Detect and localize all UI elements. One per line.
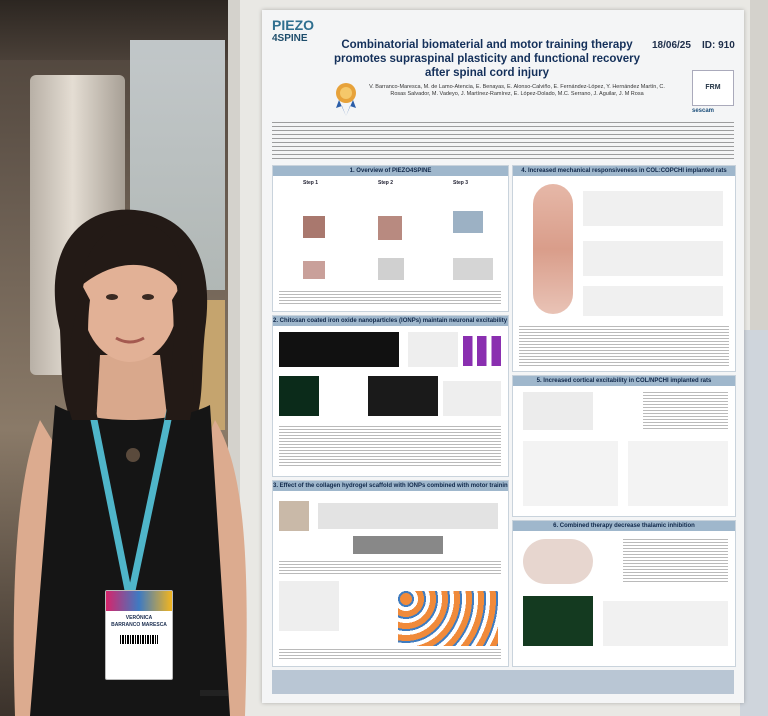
badge-name: VERÓNICA BARRANCO MARESCA — [108, 615, 170, 629]
poster-authors: V. Barranco-Maresca, M. de Lamo-Atencia,… — [369, 84, 665, 97]
section-hydrogel-training: 3. Effect of the collagen hydrogel scaff… — [272, 480, 509, 667]
poster-footer — [272, 670, 734, 694]
inhibition-bar-charts — [603, 601, 728, 646]
frm-logo: FRM — [692, 70, 734, 106]
recording-diagram — [523, 392, 593, 430]
rat-photo — [279, 501, 309, 531]
section-heading: 2. Chitosan coated iron oxide nanopartic… — [273, 316, 508, 326]
adjacent-poster-edge — [740, 330, 768, 716]
barcode-icon — [120, 635, 158, 644]
name-badge: VERÓNICA BARRANCO MARESCA — [105, 590, 173, 680]
abstract-text — [272, 122, 734, 160]
network-image — [279, 376, 319, 416]
scaffold-image — [378, 216, 402, 240]
response-plots — [583, 286, 723, 316]
bar-chart-figure — [463, 336, 501, 366]
poster-logo: PIEZO 4SPINE — [272, 18, 314, 46]
scientific-poster: PIEZO 4SPINE 18/06/25 ID: 910 Combinator… — [262, 10, 744, 703]
figure-caption — [279, 649, 501, 661]
section-heading: 3. Effect of the collagen hydrogel scaff… — [273, 481, 508, 491]
badge-header-graphic — [106, 591, 172, 611]
hydrogel-image — [303, 216, 325, 238]
section-mechanical-responsiveness: 4. Increased mechanical responsiveness i… — [512, 165, 736, 372]
step-label: Step 2 — [378, 180, 394, 186]
trace-plot — [408, 332, 458, 367]
rat-drawing — [378, 258, 404, 280]
section-heading: 5. Increased cortical excitability in CO… — [513, 376, 735, 386]
step-label: Step 3 — [453, 180, 469, 186]
implant-image — [453, 211, 483, 233]
training-photos — [353, 536, 443, 554]
section-cortical-excitability: 5. Increased cortical excitability in CO… — [512, 375, 736, 517]
logo-subtext: 4SPINE — [272, 33, 308, 44]
timeline-diagram — [318, 503, 498, 529]
brain-fluorescence-image — [523, 596, 593, 646]
section-nanoparticles: 2. Chitosan coated iron oxide nanopartic… — [272, 315, 509, 477]
award-medal-icon — [336, 83, 356, 116]
spinal-cord-diagram — [533, 184, 573, 314]
badge-last-name: BARRANCO MARESCA — [111, 622, 167, 628]
figure-caption — [623, 539, 728, 584]
section-heading: 1. Overview of PIEZO4SPINE — [273, 166, 508, 176]
nanoparticle-image — [303, 261, 325, 279]
sescam-logo: sescam — [692, 108, 715, 114]
response-plots — [583, 191, 723, 226]
badge-first-name: VERÓNICA — [125, 615, 153, 621]
poster-date: 18/06/25 — [652, 40, 691, 51]
section-heading: 4. Increased mechanical responsiveness i… — [513, 166, 735, 176]
poster-id: ID: 910 — [702, 40, 735, 51]
microscopy-images — [279, 332, 399, 367]
sep-plot — [523, 441, 618, 506]
figure-caption — [279, 291, 501, 305]
figure-caption — [279, 426, 501, 466]
step-label: Step 1 — [303, 180, 319, 186]
figure-caption — [643, 392, 728, 430]
behavior-plot — [279, 581, 339, 631]
section-heading: 6. Combined therapy decrease thalamic in… — [513, 521, 735, 531]
logo-text: PIEZO — [272, 17, 315, 33]
brain-section-diagram — [523, 539, 593, 584]
fluorescence-images — [368, 376, 438, 416]
section-overview: 1. Overview of PIEZO4SPINE Step 1 Step 2… — [272, 165, 509, 312]
figure-caption — [519, 326, 729, 366]
sep-plot — [628, 441, 728, 506]
section-thalamic-inhibition: 6. Combined therapy decrease thalamic in… — [512, 520, 736, 667]
treatment-drawing — [453, 258, 493, 280]
connectivity-plot — [443, 381, 501, 416]
response-plots — [583, 241, 723, 276]
poster-title: Combinatorial biomaterial and motor trai… — [333, 39, 641, 79]
pie-grid-figure — [398, 591, 498, 646]
figure-caption — [279, 561, 501, 575]
